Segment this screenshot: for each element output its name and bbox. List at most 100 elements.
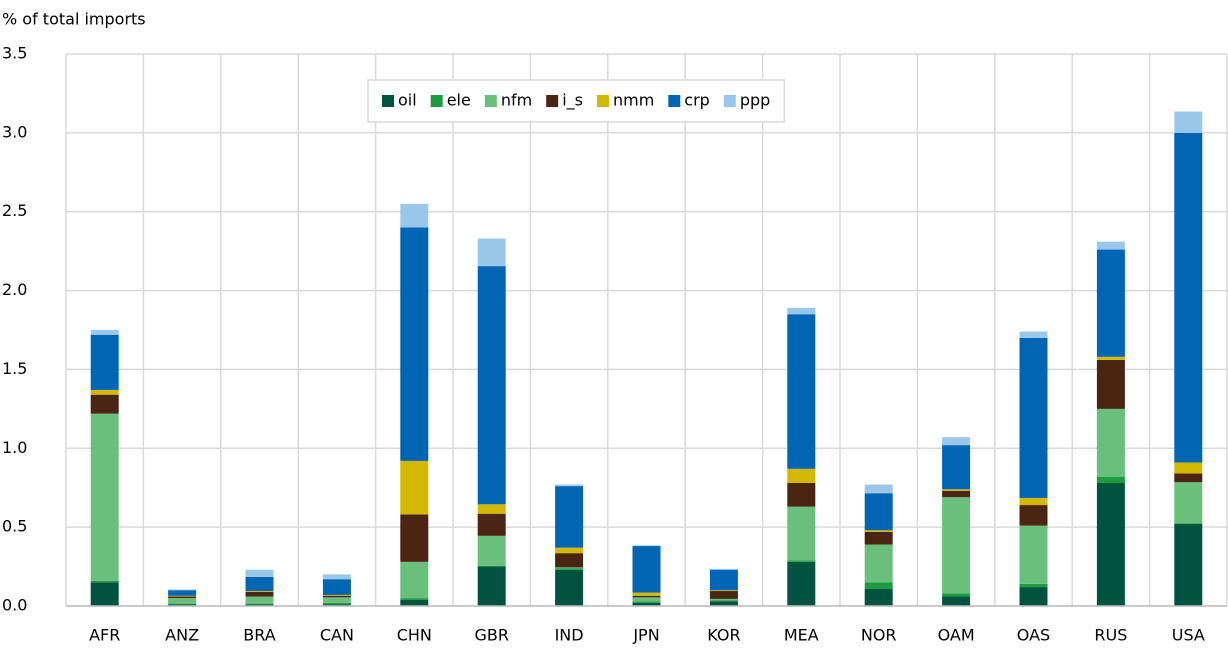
- bar-segment: [168, 589, 197, 591]
- bar-segment: [632, 601, 661, 603]
- y-tick-label: 0.0: [2, 596, 27, 615]
- legend-label: ele: [447, 91, 471, 110]
- bar-segment: [90, 413, 119, 581]
- bar-segment: [168, 590, 197, 596]
- bar-segment: [864, 530, 893, 532]
- bar-segment: [787, 307, 816, 315]
- bar-segment: [709, 598, 738, 601]
- bar-segment: [400, 227, 429, 461]
- bar-segment: [245, 604, 274, 606]
- bar-segment: [245, 603, 274, 605]
- x-tick-label: CAN: [320, 626, 354, 645]
- legend-label: crp: [684, 91, 710, 110]
- x-tick-label: RUS: [1094, 626, 1127, 645]
- x-tick-label: KOR: [707, 626, 740, 645]
- bar-segment: [709, 568, 738, 570]
- bar-segment: [864, 531, 893, 545]
- bar-segment: [1096, 482, 1125, 606]
- x-tick-label: MEA: [784, 626, 819, 645]
- bar-segment: [632, 545, 661, 547]
- bar-segment: [400, 203, 429, 228]
- bar-segment: [400, 561, 429, 599]
- legend: oil ele nfm i_s nmm crp ppp: [367, 79, 786, 123]
- bar-segment: [942, 497, 971, 594]
- bar-segment: [555, 567, 584, 569]
- bar-segment: [1096, 356, 1125, 360]
- y-tick-label: 1.5: [2, 359, 27, 378]
- bar-segment: [1096, 408, 1125, 477]
- bar-segment: [477, 238, 506, 267]
- bar-segment: [787, 314, 816, 469]
- bar-segment: [1019, 505, 1048, 526]
- bar-segment: [1019, 337, 1048, 498]
- bar-segment: [787, 561, 816, 606]
- bar-segment: [555, 547, 584, 554]
- y-tick-label: 3.5: [2, 44, 27, 63]
- bar-segment: [1174, 132, 1203, 463]
- bar-segment: [555, 484, 584, 487]
- bar-segment: [942, 489, 971, 491]
- bar-segment: [477, 566, 506, 606]
- x-tick-label: AFR: [89, 626, 120, 645]
- bar-segment: [477, 513, 506, 536]
- bar-segment: [90, 389, 119, 395]
- y-tick-label: 2.0: [2, 280, 27, 299]
- bar-segment: [90, 334, 119, 390]
- bar-segment: [1174, 473, 1203, 483]
- bar-segment: [1019, 583, 1048, 588]
- bar-segment: [400, 514, 429, 562]
- x-tick-label: IND: [555, 626, 584, 645]
- bar-segment: [555, 569, 584, 606]
- legend-swatch: [546, 95, 559, 107]
- bar-segment: [864, 588, 893, 606]
- bar-segment: [168, 595, 197, 597]
- bar-segment: [864, 493, 893, 531]
- bar-segment: [245, 596, 274, 604]
- legend-swatch: [723, 95, 736, 107]
- bar-segment: [709, 600, 738, 602]
- legend-label: i_s: [562, 91, 583, 111]
- legend-swatch: [668, 95, 681, 107]
- bar-segment: [90, 582, 119, 606]
- bar-segment: [555, 486, 584, 548]
- bar-segment: [632, 597, 661, 602]
- bar-segment: [168, 603, 197, 605]
- bar-segment: [632, 546, 661, 593]
- bar-segment: [245, 569, 274, 577]
- bar-segment: [942, 445, 971, 490]
- bar-segment: [709, 590, 738, 592]
- y-tick-label: 3.0: [2, 122, 27, 141]
- bar-segment: [322, 574, 351, 580]
- bar-segment: [322, 604, 351, 606]
- x-tick-label: BRA: [243, 626, 275, 645]
- bar-segment: [1096, 359, 1125, 409]
- bar-segment: [1174, 462, 1203, 474]
- legend-label: ppp: [740, 91, 770, 110]
- bar-segment: [709, 569, 738, 591]
- bar-segment: [942, 596, 971, 606]
- bar-segment: [555, 568, 584, 570]
- bar-segment: [942, 490, 971, 498]
- legend-swatch: [382, 95, 394, 107]
- bar-segment: [864, 582, 893, 589]
- legend-label: oil: [398, 91, 417, 110]
- bar-segment: [90, 580, 119, 583]
- bar-segment: [1174, 523, 1203, 606]
- bar-segment: [1174, 482, 1203, 524]
- x-tick-label: JPN: [632, 626, 659, 645]
- legend-swatch: [484, 95, 497, 107]
- x-tick-label: OAM: [938, 626, 975, 645]
- y-tick-label: 0.5: [2, 517, 27, 536]
- bar-segment: [477, 504, 506, 514]
- bar-segment: [400, 460, 429, 515]
- bar-segment: [477, 565, 506, 567]
- bar-segment: [322, 595, 351, 598]
- bar-segment: [400, 598, 429, 600]
- bar-segment: [1019, 525, 1048, 584]
- bar-segment: [942, 437, 971, 446]
- legend-label: nfm: [501, 91, 532, 110]
- bar-segment: [787, 560, 816, 562]
- bar-segment: [322, 602, 351, 605]
- bar-segment: [1096, 241, 1125, 250]
